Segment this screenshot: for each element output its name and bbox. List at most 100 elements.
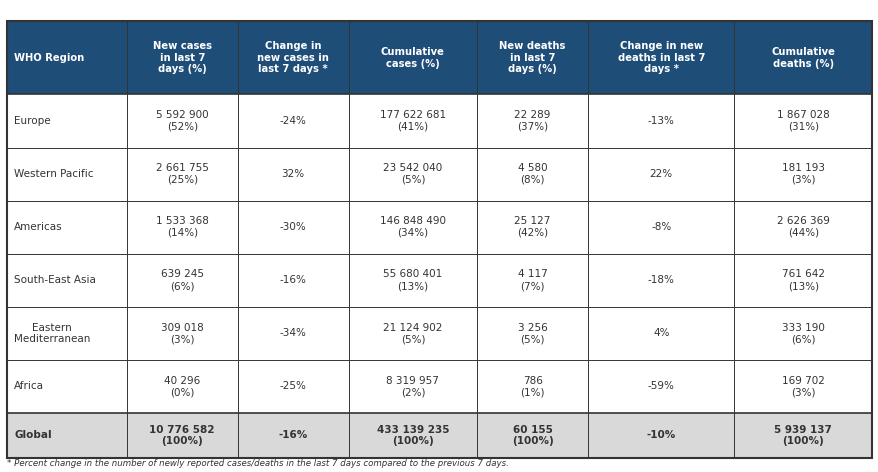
Text: -25%: -25% — [279, 381, 306, 391]
Text: Western Pacific: Western Pacific — [14, 169, 93, 179]
Bar — [477, 254, 587, 307]
Bar — [126, 254, 237, 307]
Text: 22%: 22% — [649, 169, 672, 179]
Text: 4 580
(8%): 4 580 (8%) — [517, 163, 547, 185]
Text: Change in
new cases in
last 7 days *: Change in new cases in last 7 days * — [257, 41, 328, 75]
Text: 8 319 957
(2%): 8 319 957 (2%) — [386, 376, 439, 397]
Bar — [734, 413, 871, 458]
Text: * Percent change in the number of newly reported cases/deaths in the last 7 days: * Percent change in the number of newly … — [7, 459, 508, 468]
Bar — [237, 413, 349, 458]
Bar — [126, 21, 237, 94]
Text: 433 139 235
(100%): 433 139 235 (100%) — [376, 425, 449, 446]
Text: 4 117
(7%): 4 117 (7%) — [517, 270, 547, 291]
Text: -34%: -34% — [279, 329, 306, 338]
Text: 22 289
(37%): 22 289 (37%) — [514, 110, 551, 132]
Text: 786
(1%): 786 (1%) — [520, 376, 544, 397]
Bar — [587, 254, 734, 307]
Text: -16%: -16% — [278, 430, 307, 440]
Bar — [587, 21, 734, 94]
Bar — [587, 94, 734, 147]
Bar — [477, 94, 587, 147]
Text: Africa: Africa — [14, 381, 44, 391]
Bar — [587, 413, 734, 458]
Bar — [587, 307, 734, 360]
Text: 181 193
(3%): 181 193 (3%) — [781, 163, 824, 185]
Bar — [126, 147, 237, 201]
Text: 32%: 32% — [281, 169, 305, 179]
Text: 5 592 900
(52%): 5 592 900 (52%) — [155, 110, 208, 132]
Bar — [126, 307, 237, 360]
Text: 169 702
(3%): 169 702 (3%) — [781, 376, 824, 397]
Bar — [477, 360, 587, 413]
Text: 639 245
(6%): 639 245 (6%) — [161, 270, 204, 291]
Text: WHO Region: WHO Region — [14, 53, 84, 63]
Bar — [7, 94, 126, 147]
Bar — [734, 360, 871, 413]
Bar — [349, 147, 477, 201]
Bar — [7, 201, 126, 254]
Text: 177 622 681
(41%): 177 622 681 (41%) — [379, 110, 445, 132]
Text: 2 661 755
(25%): 2 661 755 (25%) — [155, 163, 208, 185]
Bar — [126, 201, 237, 254]
Text: Cumulative
deaths (%): Cumulative deaths (%) — [770, 47, 834, 68]
Text: 21 124 902
(5%): 21 124 902 (5%) — [383, 322, 442, 344]
Text: 2 626 369
(44%): 2 626 369 (44%) — [776, 216, 829, 238]
Text: 55 680 401
(13%): 55 680 401 (13%) — [383, 270, 442, 291]
Bar — [349, 307, 477, 360]
Text: 761 642
(13%): 761 642 (13%) — [781, 270, 824, 291]
Text: New cases
in last 7
days (%): New cases in last 7 days (%) — [153, 41, 212, 75]
Text: Americas: Americas — [14, 222, 62, 232]
Text: 23 542 040
(5%): 23 542 040 (5%) — [383, 163, 442, 185]
Bar — [237, 307, 349, 360]
Text: 5 939 137
(100%): 5 939 137 (100%) — [774, 425, 831, 446]
Bar — [477, 21, 587, 94]
Text: -8%: -8% — [651, 222, 671, 232]
Text: Global: Global — [14, 430, 52, 440]
Text: Europe: Europe — [14, 116, 51, 126]
Bar — [7, 21, 126, 94]
Bar — [237, 360, 349, 413]
Bar — [477, 201, 587, 254]
Bar — [587, 201, 734, 254]
Text: 60 155
(100%): 60 155 (100%) — [511, 425, 553, 446]
Bar — [126, 94, 237, 147]
Bar — [237, 94, 349, 147]
Bar — [126, 413, 237, 458]
Text: -18%: -18% — [647, 275, 674, 285]
Bar — [349, 254, 477, 307]
Bar — [734, 21, 871, 94]
Bar — [7, 413, 126, 458]
Text: 1 533 368
(14%): 1 533 368 (14%) — [155, 216, 208, 238]
Text: -13%: -13% — [647, 116, 674, 126]
Bar — [237, 201, 349, 254]
Text: -24%: -24% — [279, 116, 306, 126]
Bar — [349, 201, 477, 254]
Bar — [587, 147, 734, 201]
Text: Change in new
deaths in last 7
days *: Change in new deaths in last 7 days * — [617, 41, 704, 75]
Text: 40 296
(0%): 40 296 (0%) — [164, 376, 200, 397]
Text: -30%: -30% — [279, 222, 306, 232]
Text: New deaths
in last 7
days (%): New deaths in last 7 days (%) — [499, 41, 565, 75]
Text: 4%: 4% — [652, 329, 669, 338]
Text: -59%: -59% — [647, 381, 674, 391]
Bar — [587, 360, 734, 413]
Text: 309 018
(3%): 309 018 (3%) — [161, 322, 204, 344]
Bar — [349, 94, 477, 147]
Bar — [7, 360, 126, 413]
Text: -10%: -10% — [646, 430, 675, 440]
Text: 25 127
(42%): 25 127 (42%) — [514, 216, 551, 238]
Bar — [349, 413, 477, 458]
Bar — [7, 307, 126, 360]
Bar — [349, 360, 477, 413]
Bar — [7, 147, 126, 201]
Text: 146 848 490
(34%): 146 848 490 (34%) — [379, 216, 445, 238]
Text: 333 190
(6%): 333 190 (6%) — [781, 322, 824, 344]
Text: Eastern
Mediterranean: Eastern Mediterranean — [14, 322, 90, 344]
Bar — [237, 254, 349, 307]
Bar — [126, 360, 237, 413]
Bar — [734, 254, 871, 307]
Bar — [734, 201, 871, 254]
Bar — [7, 254, 126, 307]
Bar — [237, 147, 349, 201]
Text: 3 256
(5%): 3 256 (5%) — [517, 322, 547, 344]
